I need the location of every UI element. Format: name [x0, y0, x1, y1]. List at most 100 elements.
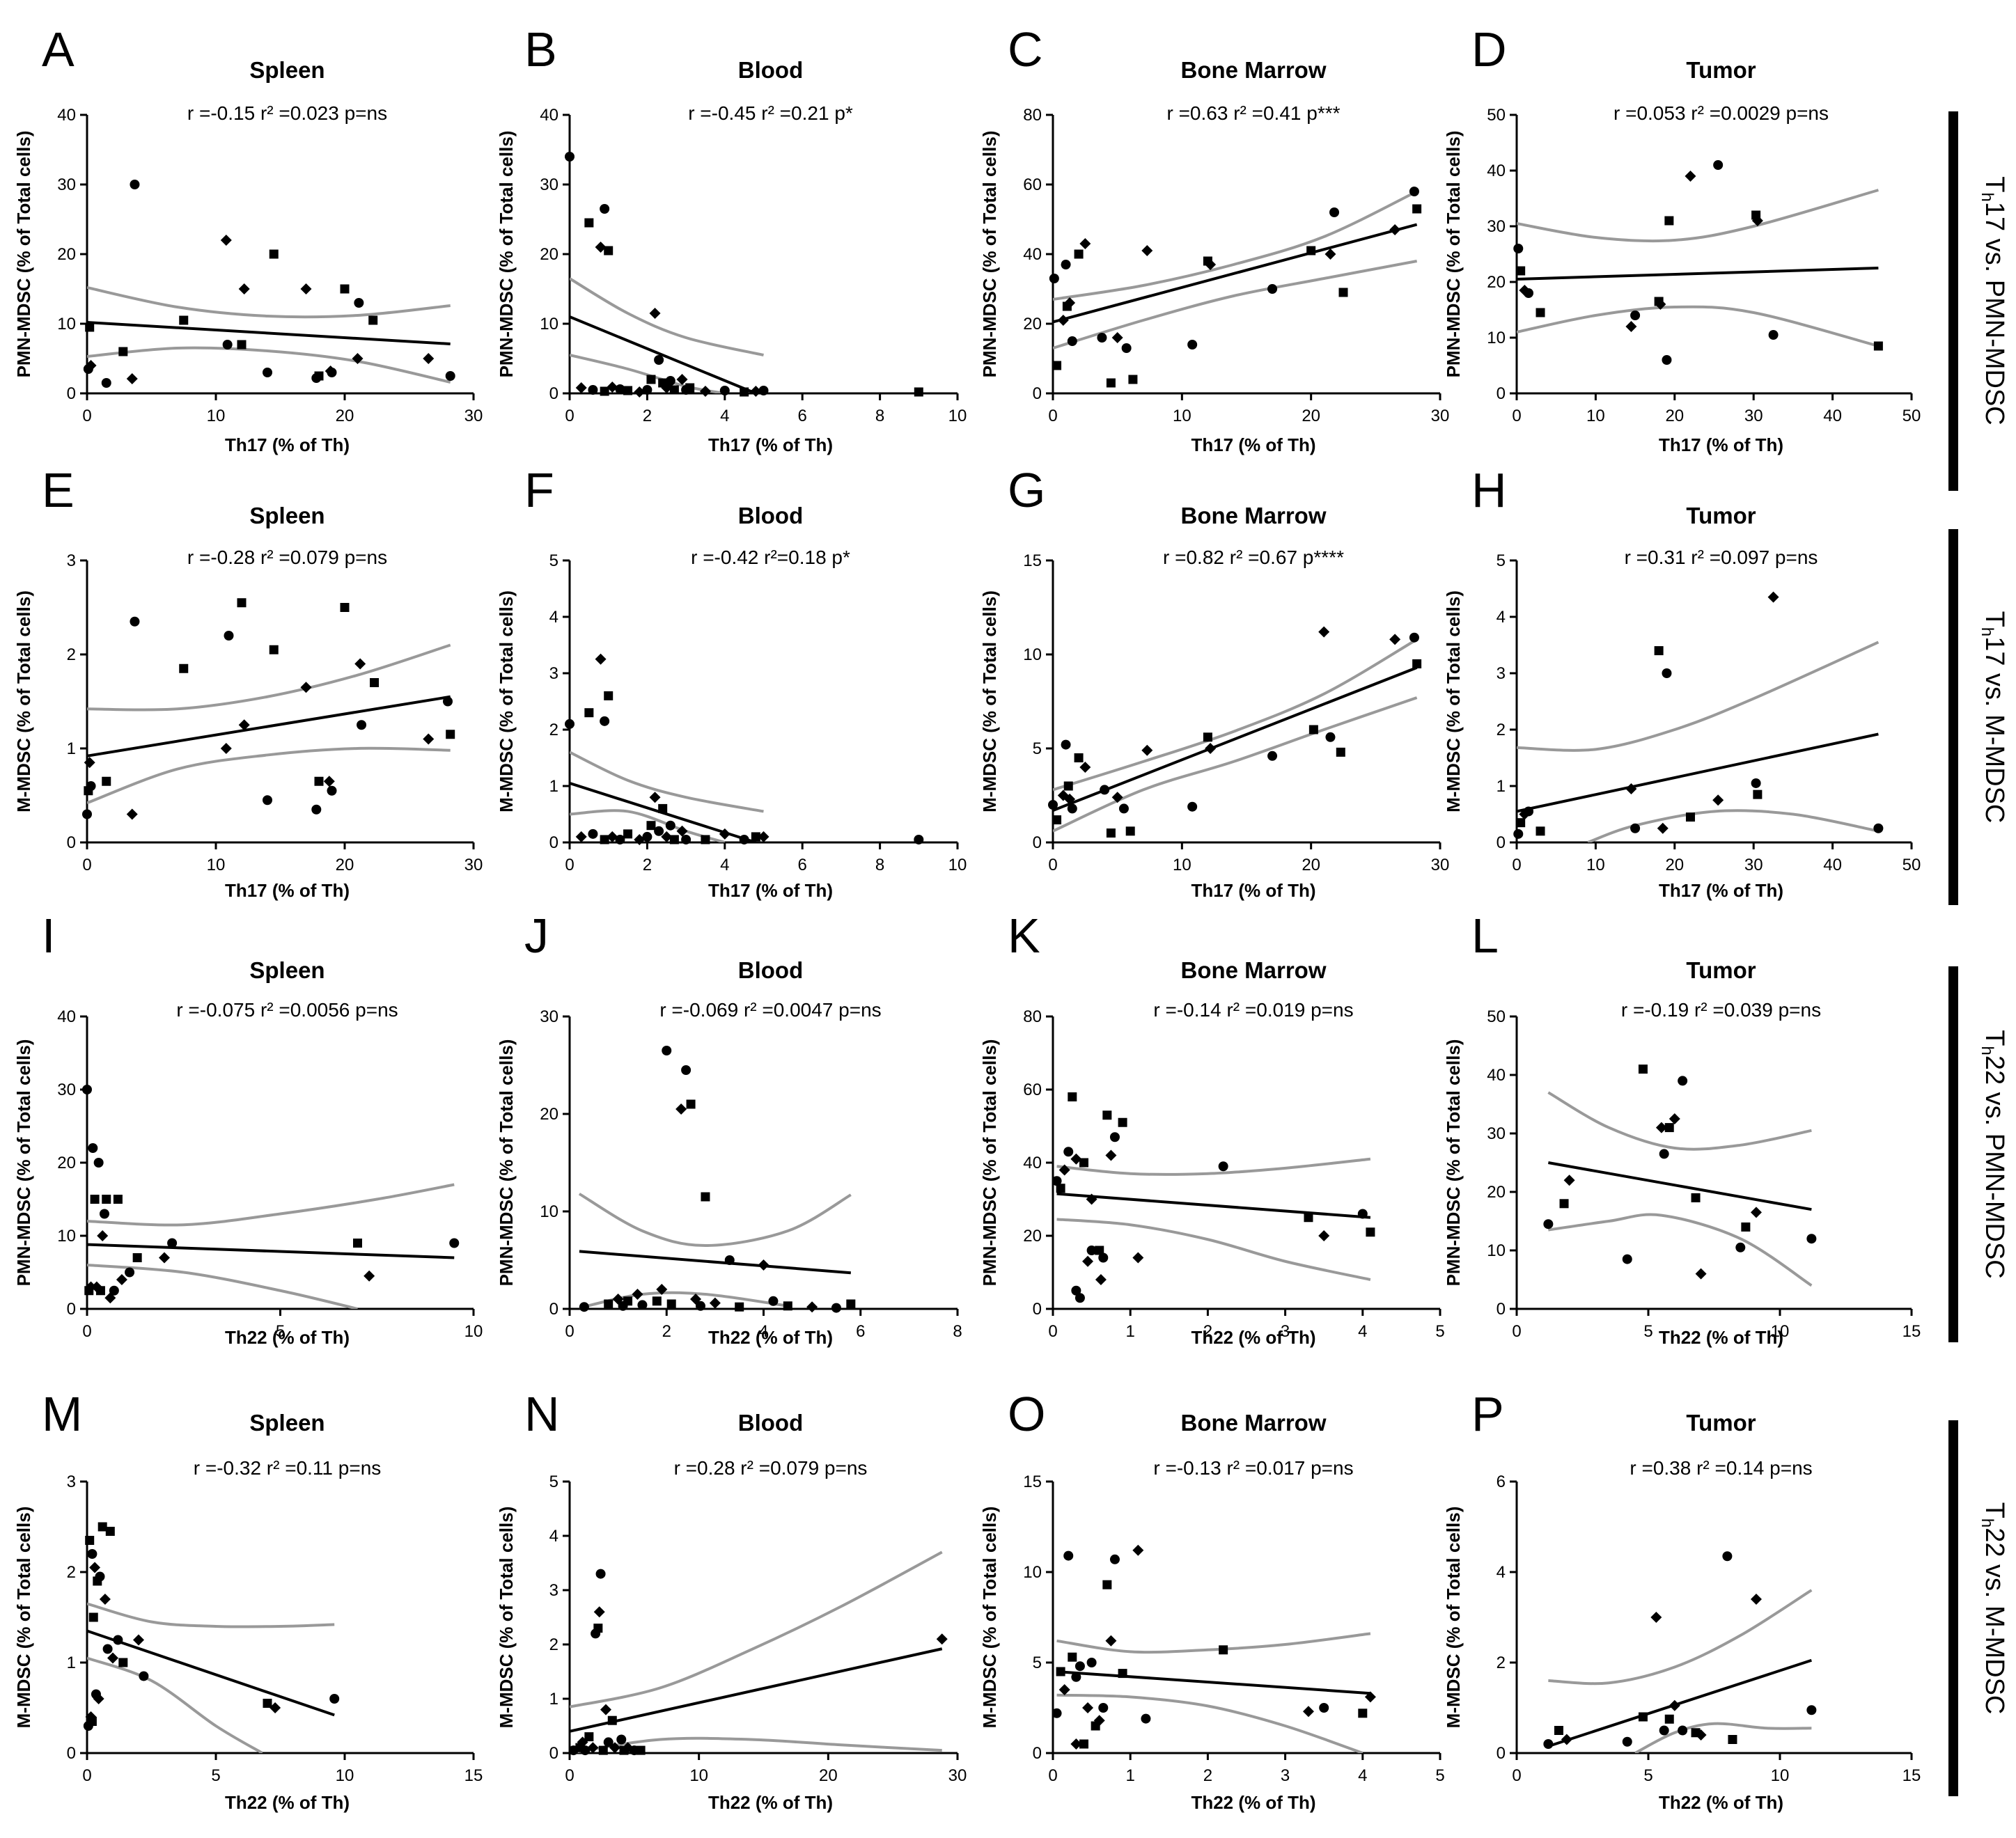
y-tick-label: 5: [549, 551, 558, 570]
data-point: [354, 298, 364, 308]
panel-letter: K: [1008, 909, 1040, 963]
data-point: [354, 658, 366, 670]
ci-upper-curve: [1517, 641, 1880, 752]
x-tick-label: 8: [953, 1322, 962, 1341]
data-point: [758, 831, 769, 842]
data-point: [1063, 781, 1073, 791]
y-tick-label: 20: [540, 1105, 558, 1124]
data-point: [724, 1255, 735, 1265]
data-point: [340, 603, 350, 612]
regression-line: [1517, 267, 1879, 281]
data-point: [139, 1671, 149, 1681]
data-point: [1409, 632, 1419, 643]
y-tick-label: 4: [549, 608, 558, 627]
data-point: [97, 1522, 107, 1532]
x-tick-label: 10: [1586, 856, 1605, 874]
x-tick-label: 6: [798, 407, 807, 425]
data-point: [607, 1715, 617, 1725]
data-point: [1728, 1735, 1737, 1744]
data-point: [101, 378, 111, 388]
data-point: [665, 376, 675, 386]
data-point: [831, 1303, 841, 1313]
data-point: [658, 803, 668, 813]
data-point: [88, 1143, 98, 1153]
x-axis-label: Th22 (% of Th): [225, 1327, 350, 1348]
data-point: [423, 353, 435, 364]
y-tick-label: 40: [1023, 245, 1042, 264]
data-point: [1664, 1123, 1674, 1133]
y-axis-label: PMN-MDSC (% of Total cells): [496, 131, 517, 378]
data-point: [300, 283, 312, 294]
y-tick-label: 20: [57, 1154, 76, 1172]
regression-line: [579, 1250, 851, 1275]
data-point: [107, 1652, 118, 1664]
data-point: [102, 1195, 111, 1204]
data-point: [580, 1745, 591, 1756]
data-point: [1068, 1652, 1077, 1662]
x-tick-label: 15: [1902, 1322, 1921, 1341]
data-point: [1524, 288, 1534, 298]
data-point: [327, 368, 337, 377]
data-point: [676, 374, 688, 385]
panel-n: N Blood r =0.28 r² =0.079 p=ns 0 1 2 3 4 5 0 10 20 3…: [496, 1387, 967, 1813]
data-point: [329, 1694, 340, 1704]
data-point: [87, 1549, 97, 1559]
stats-line: r =-0.069 r² =0.0047 p=ns: [659, 999, 881, 1021]
data-point: [654, 826, 664, 836]
x-tick-label: 2: [1203, 1766, 1212, 1785]
stats-line: r =-0.15 r² =0.023 p=ns: [187, 102, 387, 124]
data-point: [88, 1612, 98, 1622]
data-point: [1052, 361, 1062, 370]
data-point: [85, 360, 97, 371]
y-tick-label: 10: [540, 315, 558, 333]
data-point: [1516, 266, 1526, 276]
ci-upper-curve: [87, 286, 451, 319]
data-point: [595, 653, 607, 665]
data-point: [1105, 1149, 1117, 1161]
x-tick-label: 0: [565, 1766, 574, 1785]
data-point: [1559, 1199, 1569, 1209]
x-tick-label: 4: [1358, 1766, 1367, 1785]
data-point: [132, 1253, 142, 1262]
x-tick-label: 6: [798, 856, 807, 874]
data-point: [1695, 1729, 1707, 1741]
data-point: [681, 834, 691, 845]
data-point: [423, 733, 435, 745]
stats-line: r =0.38 r² =0.14 p=ns: [1630, 1457, 1812, 1479]
data-point: [1141, 245, 1153, 256]
data-point: [662, 1046, 672, 1055]
y-tick-label: 40: [1487, 1066, 1506, 1085]
panel-m: M Spleen r =-0.32 r² =0.11 p=ns 0 1 2 3 0 5 10 15 T…: [13, 1387, 483, 1813]
data-point: [1638, 1712, 1648, 1722]
row-label-text: Th17 vs. PMN-MDSC: [1978, 176, 2009, 425]
data-point: [1513, 244, 1524, 253]
data-point: [1132, 1544, 1144, 1556]
ci-lower-curve: [1634, 1722, 1812, 1753]
data-point: [565, 152, 575, 162]
ci-lower-curve: [87, 1264, 358, 1309]
data-point: [1063, 1550, 1074, 1561]
data-point: [1203, 732, 1212, 742]
panel-letter: C: [1008, 22, 1043, 77]
data-point: [750, 386, 762, 397]
y-tick-label: 30: [540, 1007, 558, 1026]
x-tick-label: 6: [856, 1322, 865, 1341]
x-tick-label: 4: [720, 856, 729, 874]
data-point: [914, 387, 923, 397]
data-point: [636, 1745, 646, 1755]
data-point: [1111, 332, 1123, 343]
data-point: [1118, 803, 1129, 814]
data-point: [1187, 340, 1198, 349]
data-point: [1669, 1699, 1680, 1711]
data-point: [87, 1717, 97, 1726]
data-point: [1659, 1725, 1669, 1736]
x-tick-label: 50: [1902, 407, 1921, 425]
row-bar: [1948, 966, 1958, 1342]
data-point: [1625, 321, 1637, 332]
data-point: [1079, 762, 1091, 773]
data-point: [1056, 1667, 1065, 1676]
panel-j: J Blood r =-0.069 r² =0.0047 p=ns 0 10 20 30 0 2…: [496, 909, 962, 1348]
panel-letter: O: [1008, 1387, 1045, 1441]
